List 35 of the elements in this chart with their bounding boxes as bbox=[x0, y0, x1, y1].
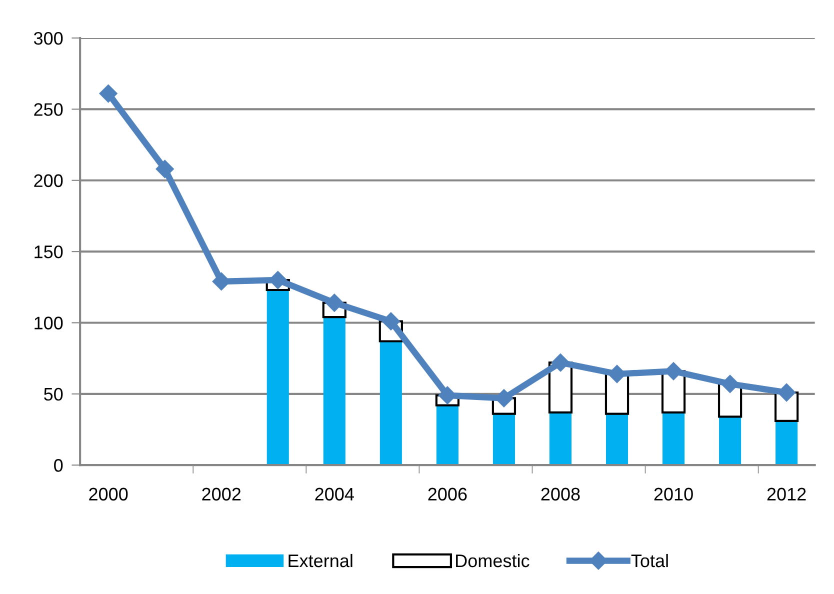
point bbox=[156, 160, 174, 178]
y-tick-label: 0 bbox=[54, 459, 63, 472]
x-tick-label: 2002 bbox=[202, 488, 241, 501]
x-tick-label: 2008 bbox=[541, 488, 580, 501]
y-tick-label: 250 bbox=[34, 103, 63, 116]
legend-label: Total bbox=[631, 554, 668, 568]
y-tick-label: 200 bbox=[34, 174, 63, 188]
legend-label: External bbox=[288, 554, 352, 568]
y-tick-label: 50 bbox=[44, 388, 63, 401]
bar bbox=[606, 414, 628, 466]
bar bbox=[492, 414, 515, 466]
bar bbox=[549, 412, 572, 466]
point bbox=[382, 312, 400, 330]
bar bbox=[719, 416, 742, 466]
bar bbox=[380, 341, 402, 466]
y-tick-label: 300 bbox=[34, 32, 63, 45]
point bbox=[325, 294, 344, 312]
x-tick-label: 2010 bbox=[654, 488, 693, 501]
bar bbox=[436, 405, 458, 466]
y-tick-label: 100 bbox=[34, 316, 63, 330]
point bbox=[720, 374, 740, 393]
x-tick-label: 2000 bbox=[89, 488, 128, 501]
legend-label: Domestic bbox=[456, 554, 530, 568]
bar bbox=[662, 412, 685, 466]
x-tick-label: 2012 bbox=[767, 488, 806, 501]
point bbox=[551, 354, 570, 372]
bar bbox=[323, 317, 346, 466]
bar bbox=[776, 420, 798, 466]
x-tick-label: 2006 bbox=[428, 488, 467, 501]
point bbox=[99, 84, 118, 103]
point bbox=[438, 386, 456, 404]
y-tick-label: 150 bbox=[34, 245, 63, 258]
x-tick-label: 2004 bbox=[315, 488, 354, 501]
bar bbox=[266, 290, 289, 466]
point bbox=[778, 383, 796, 402]
